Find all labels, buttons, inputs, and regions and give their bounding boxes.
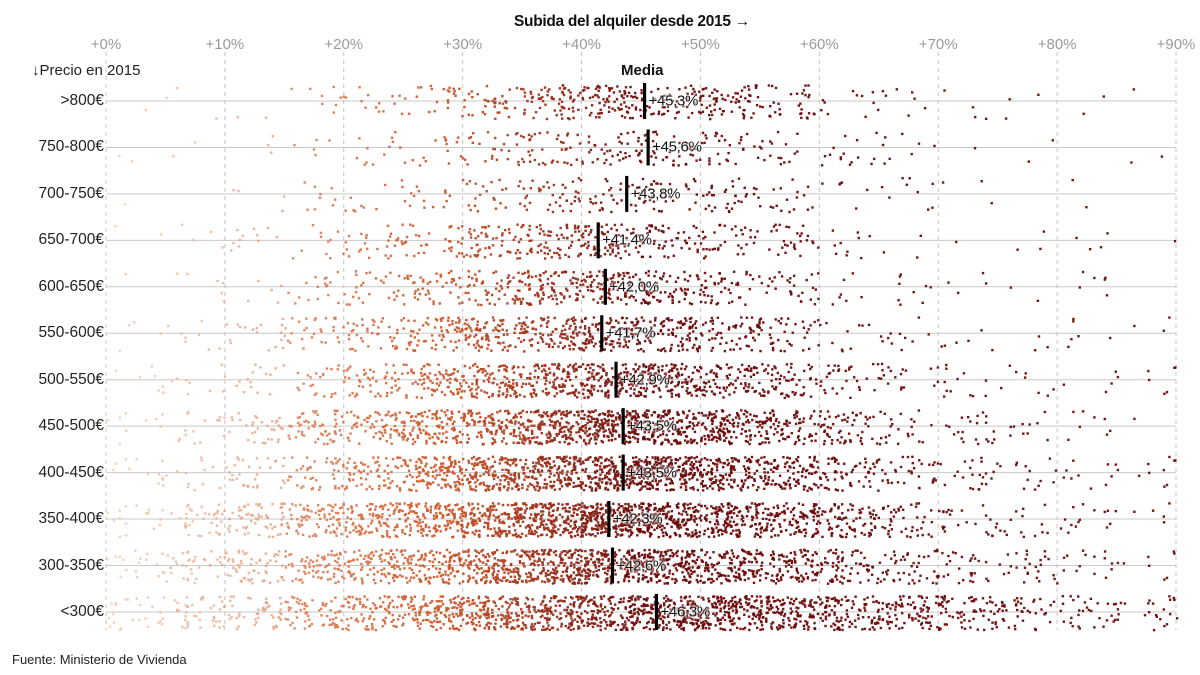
row-label: 400-450€ [38,463,104,481]
x-tick-label: +0% [90,36,122,53]
row-label: 350-400€ [38,510,104,528]
row-label: 450-500€ [38,417,104,435]
row-gridlines [106,100,1176,613]
x-tick-label: +40% [562,36,601,53]
x-tick-label: +20% [324,36,364,53]
row-label: 700-750€ [38,184,104,202]
mean-value-label: +46,3% [660,603,710,621]
x-tick-label: +10% [205,36,245,53]
mean-value-label: +42,9% [620,371,670,389]
mean-value-label: +41,7% [605,324,656,342]
mean-value-label: +45,3% [648,92,699,110]
row-label: 300-350€ [38,556,104,574]
row-label: <300€ [60,602,104,620]
row-label: 500-550€ [38,370,104,388]
mean-column-header: Media [621,62,664,79]
x-tick-label: +70% [918,36,958,53]
x-gridlines [105,52,1177,630]
x-tick-label: +80% [1037,36,1077,53]
y-axis-title: ↓Precio en 2015 [32,62,141,79]
row-label: 600-650€ [38,277,104,295]
mean-value-label: +43,5% [627,417,677,435]
x-tick-label: +90% [1156,36,1196,53]
mean-value-label: +43,8% [630,185,681,203]
x-tick-label: +30% [443,36,483,53]
row-label: 750-800€ [38,138,104,156]
chart-title-text: Subida del alquiler desde 2015 → [514,13,750,30]
scatter-dots [106,84,1179,632]
mean-value-label: +42,0% [609,278,659,296]
x-tick-label: +60% [799,36,839,53]
row-label: 550-600€ [38,324,104,342]
mean-value-label: +42,6% [616,557,666,574]
row-label: >800€ [60,92,104,109]
source-note: Fuente: Ministerio de Vivienda [12,652,187,667]
mean-value-label: +42,3% [612,510,663,528]
mean-value-label: +41,4% [602,231,652,249]
x-tick-label: +50% [681,36,720,53]
mean-value-label: +45,6% [652,138,702,156]
mean-markers [596,83,659,630]
mean-value-label: +43,5% [627,464,677,482]
row-label: 650-700€ [38,231,104,249]
